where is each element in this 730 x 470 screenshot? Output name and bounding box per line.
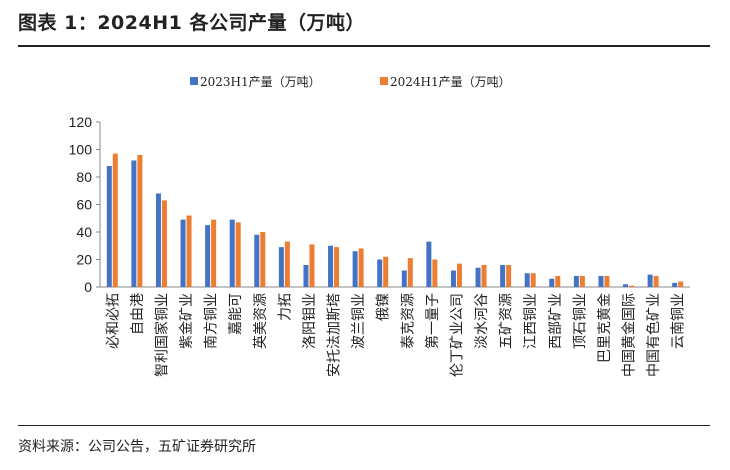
bar-2024h1 — [481, 265, 487, 287]
x-tick-label: 江西铜业 — [523, 293, 539, 349]
x-tick-label: 淡水河谷 — [474, 293, 490, 349]
title-rule — [18, 45, 710, 47]
bar-2023h1 — [450, 270, 456, 287]
x-tick-label: 英美资源 — [252, 293, 269, 349]
x-tick-labels: 必和必拓 自由港 智利国家铜业 紫金矿业 南方铜业 嘉能可 英美资源 力拓 洛阳钼业 安托法加斯塔… — [105, 293, 686, 377]
bar-2024h1 — [456, 263, 462, 287]
x-tick-label: 巴里克黄金 — [596, 293, 613, 363]
x-tick-label: 中国有色矿业 — [645, 293, 662, 377]
axes: 0 20 40 60 80 100 120 — [69, 114, 690, 295]
bar-2023h1 — [377, 259, 383, 287]
y-tick-label: 80 — [76, 169, 92, 185]
bar-2024h1 — [112, 153, 118, 287]
bar-2024h1 — [506, 265, 512, 287]
page-title: 图表 1：2024H1 各公司产量（万吨） — [18, 12, 365, 34]
bar-2023h1 — [475, 267, 481, 287]
bar-2023h1 — [549, 278, 555, 287]
source-note: 资料来源：公司公告，五矿证券研究所 — [18, 439, 256, 455]
legend-swatch — [380, 77, 388, 85]
x-tick-label: 必和必拓 — [105, 293, 121, 349]
bar-2024h1 — [579, 276, 585, 287]
bar-chart: 2023H1产量（万吨） 2024H1产量（万吨） 0 20 40 60 80 100 120… — [69, 75, 690, 377]
bar-2023h1 — [131, 160, 137, 287]
bar-2023h1 — [303, 265, 309, 287]
bar-2024h1 — [653, 276, 659, 287]
bar-2023h1 — [623, 284, 629, 287]
x-tick-label: 五矿资源 — [499, 293, 515, 349]
bar-2024h1 — [260, 232, 266, 287]
legend-label: 2024H1产量（万吨） — [390, 75, 511, 89]
x-tick-label: 智利国家铜业 — [153, 293, 170, 377]
bar-2024h1 — [383, 256, 389, 287]
x-tick-label: 俄镍 — [376, 293, 392, 321]
bar-2023h1 — [598, 276, 604, 287]
bar-2023h1 — [401, 270, 407, 287]
bar-2023h1 — [647, 274, 653, 287]
bar-2023h1 — [672, 282, 678, 287]
bar-2024h1 — [555, 276, 561, 287]
y-tick-label: 20 — [76, 252, 92, 268]
x-tick-label: 嘉能可 — [228, 293, 244, 335]
bar-2023h1 — [352, 251, 358, 287]
bar-2024h1 — [530, 273, 536, 287]
bar-2024h1 — [211, 219, 217, 287]
bar-2024h1 — [137, 155, 143, 287]
bar-2023h1 — [180, 219, 186, 287]
bar-2024h1 — [407, 258, 413, 287]
bar-2024h1 — [186, 215, 192, 287]
bar-2024h1 — [678, 281, 684, 287]
y-tick-label: 100 — [69, 142, 93, 158]
x-tick-label: 西部矿业 — [548, 293, 564, 349]
bar-2023h1 — [328, 245, 334, 287]
bar-2023h1 — [500, 265, 506, 287]
x-tick-label: 紫金矿业 — [179, 293, 195, 349]
source-rule — [18, 425, 710, 426]
x-tick-label: 顶石铜业 — [572, 293, 588, 349]
x-tick-label: 云南铜业 — [671, 293, 687, 349]
bar-2024h1 — [284, 241, 290, 287]
bar-2023h1 — [254, 234, 260, 287]
bars — [106, 153, 684, 287]
y-tick-label: 40 — [76, 224, 92, 240]
bar-2024h1 — [334, 247, 340, 287]
bar-2024h1 — [604, 276, 610, 287]
x-tick-label: 南方铜业 — [204, 293, 220, 349]
bar-2023h1 — [426, 241, 432, 287]
x-tick-label: 力拓 — [277, 293, 293, 321]
x-tick-label: 泰克资源 — [400, 293, 416, 349]
bar-2024h1 — [432, 259, 438, 287]
bar-2023h1 — [155, 193, 161, 287]
x-tick-label: 伦丁矿业公司 — [449, 293, 465, 377]
x-tick-label: 自由港 — [130, 293, 146, 335]
bar-2023h1 — [573, 276, 579, 287]
x-tick-label: 安托法加斯塔 — [327, 293, 343, 377]
bar-2024h1 — [235, 222, 241, 287]
y-tick-label: 60 — [76, 197, 92, 213]
bar-2023h1 — [278, 247, 284, 287]
bar-2023h1 — [205, 225, 211, 287]
bar-2023h1 — [524, 273, 530, 287]
bar-2024h1 — [161, 200, 167, 287]
x-tick-label: 中国黄金国际 — [621, 293, 638, 377]
bar-2024h1 — [309, 244, 315, 287]
y-tick-label: 120 — [69, 114, 93, 130]
x-tick-label: 洛阳钼业 — [302, 293, 318, 349]
x-tick-label: 波兰铜业 — [351, 293, 367, 349]
bar-2024h1 — [358, 248, 364, 287]
bar-2023h1 — [229, 219, 235, 287]
x-tick-label: 第一量子 — [424, 293, 441, 349]
legend-label: 2023H1产量（万吨） — [200, 75, 321, 89]
bar-2023h1 — [106, 166, 112, 287]
y-tick-label: 0 — [84, 279, 92, 295]
legend: 2023H1产量（万吨） 2024H1产量（万吨） — [190, 75, 511, 89]
bar-2024h1 — [629, 285, 635, 287]
legend-swatch — [190, 77, 198, 85]
